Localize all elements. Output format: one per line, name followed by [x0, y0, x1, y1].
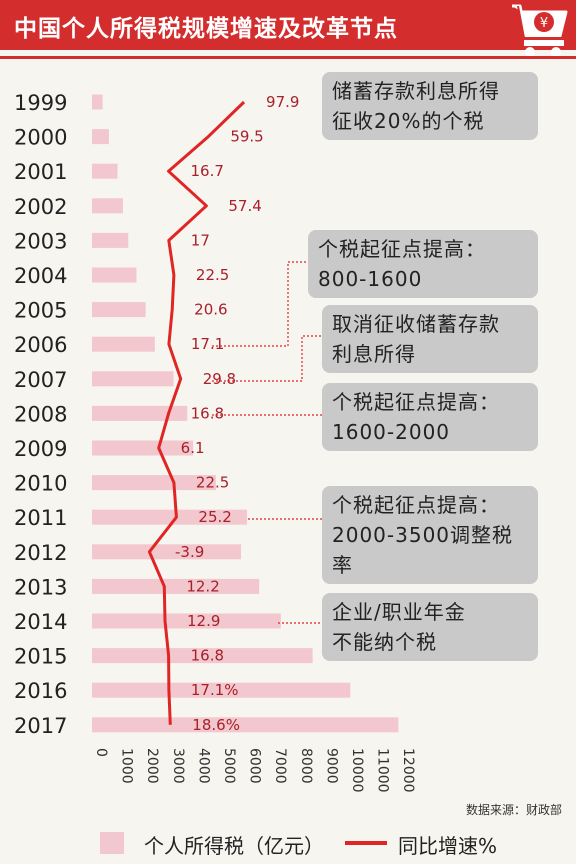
legend: 个人所得税（亿元） 同比增速%: [0, 820, 576, 864]
bar-2011: [92, 509, 247, 525]
year-label: 2016: [14, 679, 67, 703]
growth-label-2008: 16.8: [191, 404, 224, 422]
growth-label-2006: 17.1: [191, 335, 224, 353]
bar-2001: [92, 163, 118, 179]
x-tick-2000: 2000: [144, 748, 160, 784]
x-tick-12000: 12000: [400, 748, 416, 793]
bar-2004: [92, 267, 137, 283]
leader-2007: [212, 335, 322, 382]
x-tick-10000: 10000: [349, 748, 365, 793]
data-source: 数据来源：财政部: [465, 803, 562, 817]
growth-label-2007: 29.8: [203, 370, 236, 388]
growth-label-2004: 22.5: [196, 266, 229, 284]
callout-2014: 企业/职业年金 不能纳个税: [322, 593, 538, 661]
legend-bar-label: 个人所得税（亿元）: [144, 834, 324, 858]
year-label: 2005: [14, 299, 67, 323]
growth-label-2003: 17: [191, 231, 210, 249]
x-tick-9000: 9000: [323, 748, 339, 784]
shopping-cart-icon: ¥: [512, 4, 568, 57]
header-bar: 中国个人所得税规模增速及改革节点 ¥: [0, 0, 576, 57]
year-label: 2013: [14, 575, 67, 599]
year-label: 2009: [14, 437, 67, 461]
bar-1999: [92, 94, 103, 110]
growth-label-2013: 12.2: [186, 577, 219, 595]
bar-2015: [92, 648, 313, 664]
growth-label-2012: -3.9: [175, 543, 204, 561]
growth-label-2016: 17.1%: [191, 681, 239, 699]
year-label: 2000: [14, 126, 67, 150]
growth-label-2002: 57.4: [228, 197, 261, 215]
bar-2005: [92, 302, 146, 318]
callout-2006: 个税起征点提高： 800-1600: [308, 230, 538, 298]
year-label: 2006: [14, 333, 67, 357]
growth-line: [147, 100, 246, 725]
bar-2010: [92, 475, 216, 491]
bar-2014: [92, 613, 281, 629]
header-underline: [0, 56, 576, 59]
chart-title: 中国个人所得税规模增速及改革节点: [14, 16, 398, 42]
bar-2003: [92, 232, 129, 248]
legend-line-label: 同比增速%: [398, 834, 498, 858]
callout-2011: 个税起征点提高： 2000-3500调整税率: [322, 486, 538, 584]
callout-2008: 个税起征点提高： 1600-2000: [322, 383, 538, 451]
x-tick-6000: 6000: [247, 748, 263, 784]
growth-label-1999: 97.9: [266, 93, 299, 111]
bar-2002: [92, 198, 124, 214]
x-tick-8000: 8000: [298, 748, 314, 784]
bar-2017: [92, 717, 399, 733]
leader-2006: [212, 261, 308, 347]
legend-bar-swatch: [100, 832, 124, 854]
year-label: 2011: [14, 506, 67, 530]
year-label: 2017: [14, 714, 67, 738]
growth-label-2005: 20.6: [194, 301, 227, 319]
growth-label-2001: 16.7: [191, 162, 224, 180]
growth-label-2017: 18.6%: [192, 716, 240, 734]
bar-2006: [92, 336, 155, 352]
x-tick-1000: 1000: [119, 748, 135, 784]
x-tick-11000: 11000: [375, 748, 391, 793]
x-tick-5000: 5000: [221, 748, 237, 784]
year-label: 2007: [14, 368, 67, 392]
year-label: 2010: [14, 472, 67, 496]
year-label: 1999: [14, 91, 67, 115]
growth-label-2000: 59.5: [230, 128, 263, 146]
bar-2000: [92, 129, 109, 145]
bar-2007: [92, 371, 174, 387]
bar-2016: [92, 682, 351, 698]
callout-1999: 储蓄存款利息所得 征收20%的个税: [322, 72, 538, 140]
x-tick-0: 0: [93, 748, 109, 757]
x-tick-7000: 7000: [272, 748, 288, 784]
year-label: 2015: [14, 645, 67, 669]
year-label: 2008: [14, 402, 67, 426]
year-label: 2001: [14, 160, 67, 184]
growth-label-2009: 6.1: [181, 439, 205, 457]
year-label: 2002: [14, 195, 67, 219]
bar-2008: [92, 405, 188, 421]
legend-line-swatch: [345, 841, 387, 845]
bar-2009: [92, 440, 194, 456]
year-label: 2004: [14, 264, 67, 288]
growth-label-2010: 22.5: [196, 474, 229, 492]
year-label: 2003: [14, 229, 67, 253]
yen-symbol: ¥: [540, 16, 548, 31]
callout-2007: 取消征收储蓄存款 利息所得: [322, 305, 538, 373]
x-tick-4000: 4000: [195, 748, 211, 784]
bar-2013: [92, 578, 260, 594]
x-tick-3000: 3000: [170, 748, 186, 784]
growth-label-2015: 16.8: [191, 647, 224, 665]
growth-label-2011: 25.2: [198, 508, 231, 526]
year-label: 2012: [14, 541, 67, 565]
bar-2012: [92, 544, 241, 560]
growth-label-2014: 12.9: [187, 612, 220, 630]
year-label: 2014: [14, 610, 67, 634]
